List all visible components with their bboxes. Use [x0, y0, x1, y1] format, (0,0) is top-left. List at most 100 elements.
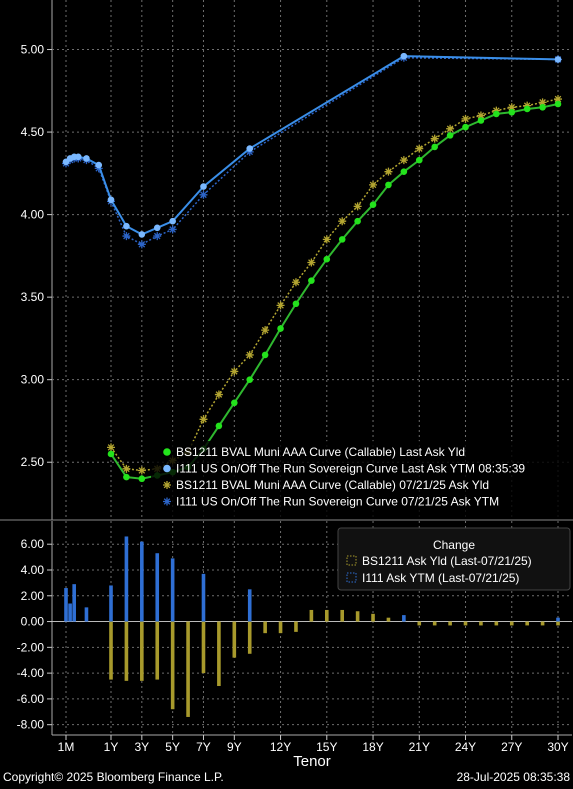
legend-label: BS1211 BVAL Muni AAA Curve (Callable) La… — [176, 445, 465, 459]
bar — [140, 621, 144, 681]
data-point — [215, 422, 223, 430]
data-point — [169, 217, 176, 225]
x-tick-label: 1Y — [104, 740, 119, 754]
bar — [263, 621, 267, 634]
y-tick-label: 4.00 — [21, 563, 45, 577]
bar — [494, 621, 499, 626]
x-tick-label: 5Y — [165, 740, 180, 754]
data-point — [539, 104, 546, 111]
legend-swatch — [346, 555, 357, 566]
data-point — [291, 278, 300, 287]
bar — [386, 617, 391, 622]
y-tick-label: 0.00 — [21, 615, 45, 629]
x-tick-label: 18Y — [362, 740, 383, 754]
y-tick-label: 4.50 — [21, 125, 45, 139]
bar — [186, 621, 190, 717]
data-point — [400, 52, 408, 60]
bar — [525, 621, 529, 626]
data-point — [461, 114, 470, 123]
bar — [294, 621, 298, 632]
bar — [72, 584, 76, 622]
data-point — [245, 147, 254, 156]
series-line — [110, 103, 559, 480]
legend-label: I111 US On/Off The Run Sovereign Curve L… — [176, 462, 525, 476]
legend-title: Change — [433, 538, 475, 552]
data-point — [246, 145, 254, 152]
data-point — [369, 201, 377, 208]
bar — [170, 621, 175, 710]
bar — [155, 621, 160, 680]
tenor-axis-ticks: 1M 1Y 3Y 5Y 7Y 9Y 12Y 15Y 18Y 21Y 24Y 27Y 30Y — [58, 735, 569, 754]
yield-legend: BS1211 BVAL Muni AAA Curve (Callable) La… — [151, 441, 573, 518]
bar — [509, 621, 514, 626]
data-point — [308, 277, 315, 284]
legend-label: I111 Ask YTM (Last-07/21/25) — [362, 571, 519, 585]
data-point — [123, 222, 130, 230]
y-tick-label: 5.00 — [21, 43, 45, 57]
data-point — [138, 231, 146, 238]
data-point — [153, 232, 162, 241]
data-point — [214, 390, 223, 399]
y-tick-label: 3.50 — [21, 290, 45, 304]
data-point — [107, 196, 115, 204]
data-point — [384, 167, 393, 176]
data-point — [199, 415, 208, 424]
data-point — [538, 98, 547, 107]
data-point — [554, 56, 562, 63]
series-line — [65, 55, 559, 236]
bar — [402, 615, 406, 622]
y-tick-label: 2.50 — [21, 455, 45, 469]
bar — [201, 573, 206, 622]
legend-label: BS1211 BVAL Muni AAA Curve (Callable) 07… — [176, 478, 489, 492]
data-point — [400, 168, 408, 175]
y-tick-label: -8.00 — [17, 718, 45, 732]
data-point — [122, 464, 131, 473]
data-point — [508, 108, 516, 116]
data-point — [74, 153, 82, 161]
x-tick-label: 21Y — [409, 740, 430, 754]
y-tick-label: -4.00 — [17, 666, 45, 680]
y-tick-label: 4.00 — [21, 208, 45, 222]
bar — [278, 621, 283, 634]
legend-marker — [163, 448, 171, 456]
x-tick-label: 9Y — [227, 740, 242, 754]
bar — [170, 558, 175, 622]
x-tick-label: 30Y — [547, 740, 568, 754]
bar — [417, 621, 422, 626]
legend-marker — [163, 481, 171, 489]
bar — [124, 536, 129, 622]
bar — [124, 621, 129, 681]
data-point — [122, 232, 131, 241]
bar — [556, 617, 560, 622]
x-tick-label: 27Y — [501, 740, 522, 754]
data-point — [353, 202, 362, 211]
data-point — [245, 350, 254, 359]
data-point — [261, 351, 269, 359]
yield-axis-ticks: 5.00 4.50 4.00 3.50 3.00 2.50 — [21, 43, 52, 469]
y-tick-label: 3.00 — [21, 373, 45, 387]
legend-label: I111 US On/Off The Run Sovereign Curve 0… — [176, 495, 499, 509]
series-line — [110, 98, 559, 472]
data-point — [554, 100, 562, 108]
bar — [324, 609, 329, 622]
data-point — [95, 161, 103, 169]
x-tick-label: 3Y — [134, 740, 149, 754]
x-tick-label: 15Y — [316, 740, 337, 754]
data-point — [446, 124, 455, 133]
y-tick-label: 6.00 — [21, 537, 45, 551]
data-point — [94, 164, 103, 173]
data-point — [137, 240, 146, 249]
change-bars — [64, 536, 560, 717]
series-line — [65, 57, 559, 246]
y-tick-label: 2.00 — [21, 589, 45, 603]
bar — [109, 621, 113, 680]
bar — [232, 621, 237, 658]
data-point — [385, 181, 392, 189]
data-point — [83, 155, 90, 162]
change-legend: Change BS1211 Ask Yld (Last-07/21/25) I111… — [337, 527, 571, 591]
data-point — [446, 132, 454, 139]
data-point — [554, 95, 562, 104]
bar — [540, 621, 545, 626]
bar — [432, 621, 437, 626]
data-point — [199, 190, 208, 199]
